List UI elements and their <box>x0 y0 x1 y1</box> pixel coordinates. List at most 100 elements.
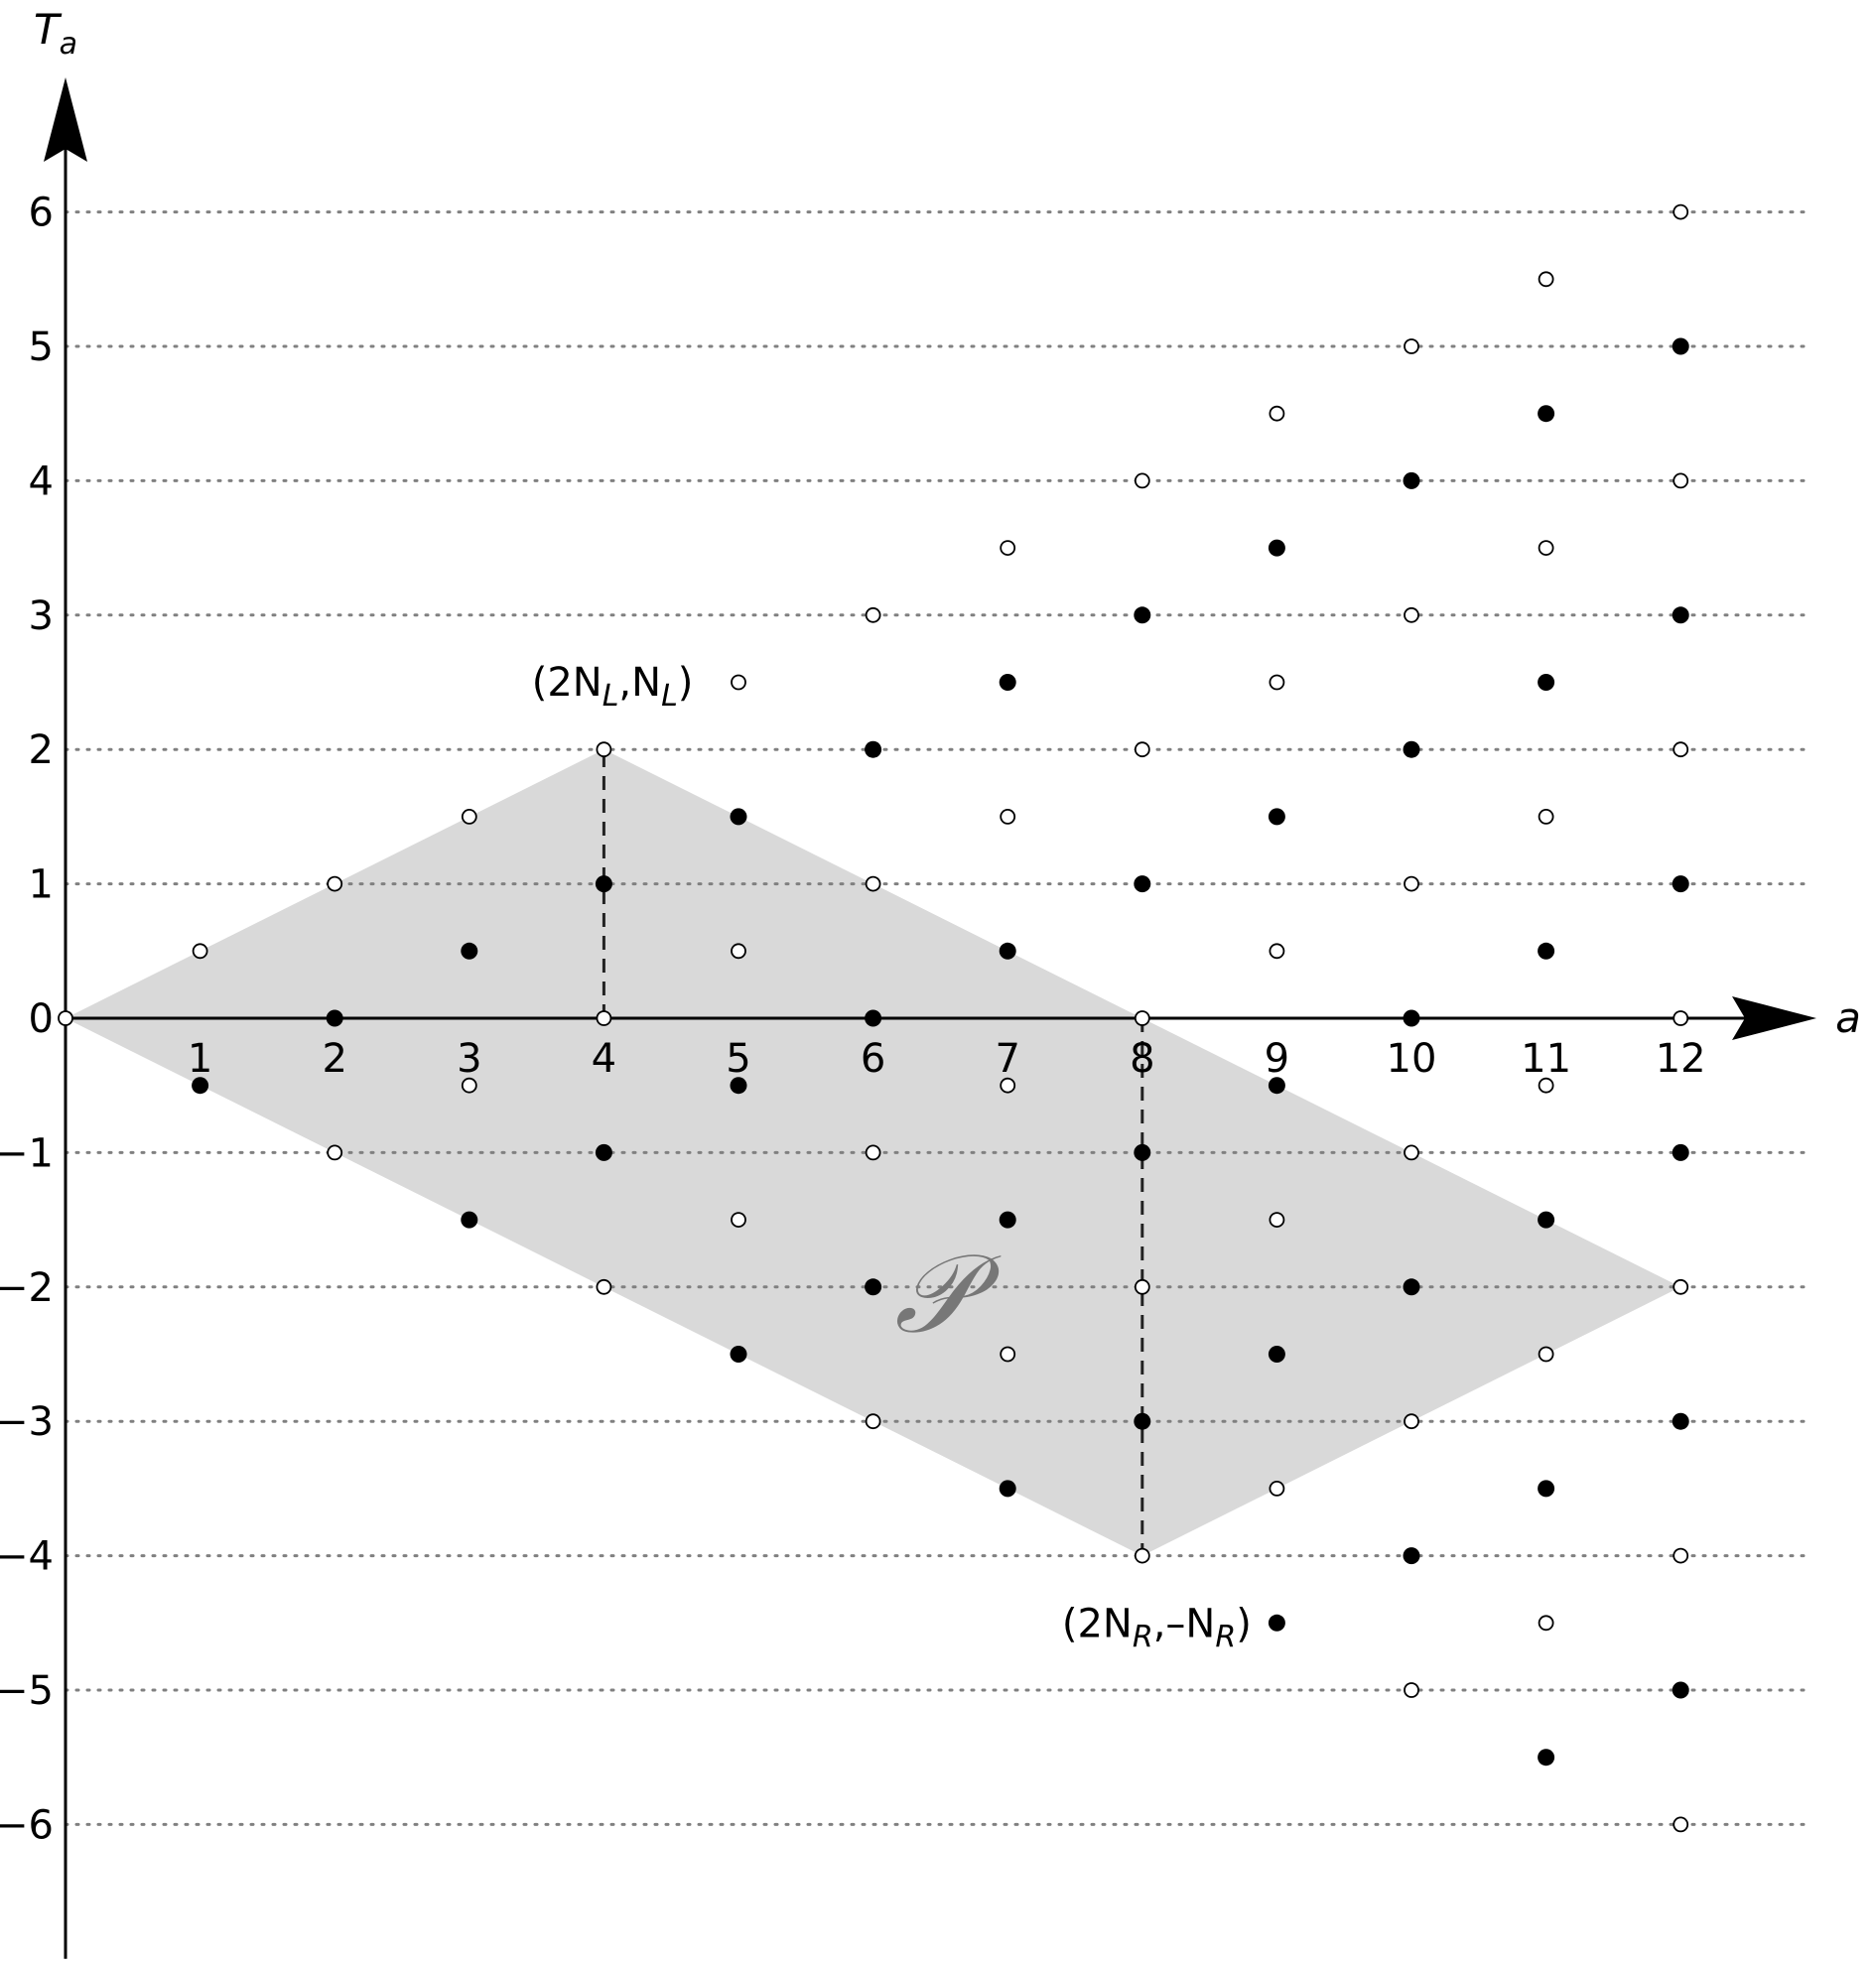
point-hollow <box>1404 1413 1419 1430</box>
point-filled <box>1134 875 1151 893</box>
point-filled <box>999 674 1016 691</box>
point-filled <box>1268 539 1285 557</box>
point-filled <box>865 1278 882 1296</box>
y-tick-label: −2 <box>0 1265 54 1311</box>
points-layer <box>58 203 1689 1833</box>
point-filled <box>999 1480 1016 1498</box>
point-filled <box>730 1077 747 1095</box>
point-filled <box>1403 740 1420 758</box>
point-filled <box>1538 674 1555 691</box>
point-hollow <box>1538 1346 1554 1363</box>
y-tick-label: 0 <box>29 996 54 1042</box>
x-tick-label: 6 <box>861 1036 885 1082</box>
point-filled <box>1538 1211 1555 1229</box>
x-tick-label: 11 <box>1521 1036 1571 1082</box>
x-tick-label: 1 <box>188 1036 212 1082</box>
x-tick-label: 12 <box>1656 1036 1706 1082</box>
point-hollow <box>865 1144 881 1161</box>
point-filled <box>1672 606 1689 624</box>
point-hollow <box>1673 203 1689 220</box>
point-hollow <box>1269 405 1285 422</box>
point-filled <box>1538 1749 1555 1767</box>
annotation-2: (2NR,–NR) <box>1062 1602 1252 1655</box>
point-hollow <box>327 875 343 892</box>
y-tick-label: −5 <box>0 1668 54 1714</box>
y-tick-label: 5 <box>29 325 54 370</box>
x-tick-label: 2 <box>322 1036 346 1082</box>
y-axis-arrowhead <box>44 77 87 162</box>
point-filled <box>865 740 882 758</box>
y-tick-label: 2 <box>29 727 54 773</box>
point-hollow <box>1673 1278 1689 1295</box>
point-filled <box>999 1211 1016 1229</box>
point-hollow <box>1000 540 1016 556</box>
point-filled <box>192 1077 209 1095</box>
point-hollow <box>1404 1144 1419 1161</box>
point-hollow <box>1269 1212 1285 1228</box>
point-hollow <box>1673 472 1689 489</box>
point-hollow <box>1269 674 1285 691</box>
point-filled <box>1403 1278 1420 1296</box>
point-hollow <box>1538 809 1554 825</box>
point-hollow <box>1404 875 1419 892</box>
point-hollow <box>596 1010 612 1026</box>
point-hollow <box>1269 1481 1285 1497</box>
point-hollow <box>731 1212 746 1228</box>
point-hollow <box>1000 1077 1016 1094</box>
point-hollow <box>1673 1010 1689 1026</box>
point-hollow <box>1538 1077 1554 1094</box>
point-filled <box>1134 1412 1151 1430</box>
point-filled <box>1268 1346 1285 1363</box>
point-hollow <box>1269 943 1285 960</box>
point-filled <box>1538 1480 1555 1498</box>
y-tick-label: 3 <box>29 593 54 639</box>
y-axis-title: Ta <box>34 5 77 62</box>
point-hollow <box>1673 1547 1689 1564</box>
x-tick-label: 8 <box>1130 1036 1154 1082</box>
x-tick-label: 3 <box>457 1036 481 1082</box>
point-filled <box>1134 1143 1151 1161</box>
point-filled <box>1134 606 1151 624</box>
axes-layer <box>44 77 1816 1959</box>
y-tick-label: −6 <box>0 1802 54 1848</box>
point-hollow <box>1538 540 1554 556</box>
point-hollow <box>1404 338 1419 354</box>
point-filled <box>1268 808 1285 826</box>
grid-layer <box>64 210 1810 1826</box>
point-hollow <box>192 943 208 960</box>
y-tick-label: −1 <box>0 1130 54 1176</box>
point-hollow <box>731 674 746 691</box>
y-tick-label: −3 <box>0 1399 54 1445</box>
x-tick-label: 4 <box>592 1036 616 1082</box>
point-filled <box>1403 1009 1420 1027</box>
annotation-1: (2NL,NL) <box>532 660 694 714</box>
point-hollow <box>1134 1010 1150 1026</box>
point-filled <box>730 808 747 826</box>
point-filled <box>1538 942 1555 960</box>
point-hollow <box>461 1077 477 1094</box>
y-tick-label: 1 <box>29 862 54 908</box>
y-tick-label: −4 <box>0 1534 54 1580</box>
point-filled <box>1672 337 1689 355</box>
point-filled <box>1672 875 1689 893</box>
y-tick-label: 6 <box>29 191 54 236</box>
point-hollow <box>1134 741 1150 758</box>
point-filled <box>1672 1412 1689 1430</box>
point-hollow <box>1134 1278 1150 1295</box>
point-filled <box>865 1009 882 1027</box>
point-filled <box>1268 1077 1285 1095</box>
point-hollow <box>731 943 746 960</box>
point-filled <box>461 1211 478 1229</box>
point-hollow <box>1538 271 1554 288</box>
x-tick-label: 10 <box>1387 1036 1437 1082</box>
point-hollow <box>1404 1682 1419 1698</box>
point-hollow <box>1000 1346 1016 1363</box>
x-tick-label: 9 <box>1265 1036 1289 1082</box>
point-filled <box>1672 1681 1689 1699</box>
point-hollow <box>596 1278 612 1295</box>
point-hollow <box>1673 741 1689 758</box>
point-filled <box>1268 1614 1285 1632</box>
y-tick-label: 4 <box>29 458 54 504</box>
point-hollow <box>1404 606 1419 623</box>
point-filled <box>595 1143 612 1161</box>
